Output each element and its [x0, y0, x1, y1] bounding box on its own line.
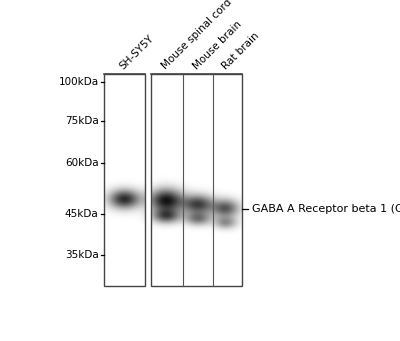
Text: 35kDa: 35kDa: [65, 250, 99, 260]
Text: 60kDa: 60kDa: [65, 158, 99, 168]
Text: SH-SY5Y: SH-SY5Y: [117, 33, 156, 71]
Bar: [104, 74, 144, 286]
Bar: [151, 74, 242, 286]
Text: GABA A Receptor beta 1 (GABRB1): GABA A Receptor beta 1 (GABRB1): [252, 204, 400, 214]
Text: Mouse brain: Mouse brain: [191, 19, 243, 71]
Text: Rat brain: Rat brain: [220, 30, 261, 71]
Bar: [50, 41, 104, 303]
Bar: [151, 74, 242, 286]
Bar: [144, 41, 151, 303]
Bar: [50, 41, 360, 74]
Bar: [104, 74, 144, 286]
Text: 100kDa: 100kDa: [58, 77, 99, 87]
Text: Mouse spinal cord: Mouse spinal cord: [160, 0, 234, 71]
Bar: [242, 41, 360, 303]
Bar: [50, 286, 360, 303]
Text: 45kDa: 45kDa: [65, 209, 99, 219]
Text: 75kDa: 75kDa: [65, 116, 99, 126]
